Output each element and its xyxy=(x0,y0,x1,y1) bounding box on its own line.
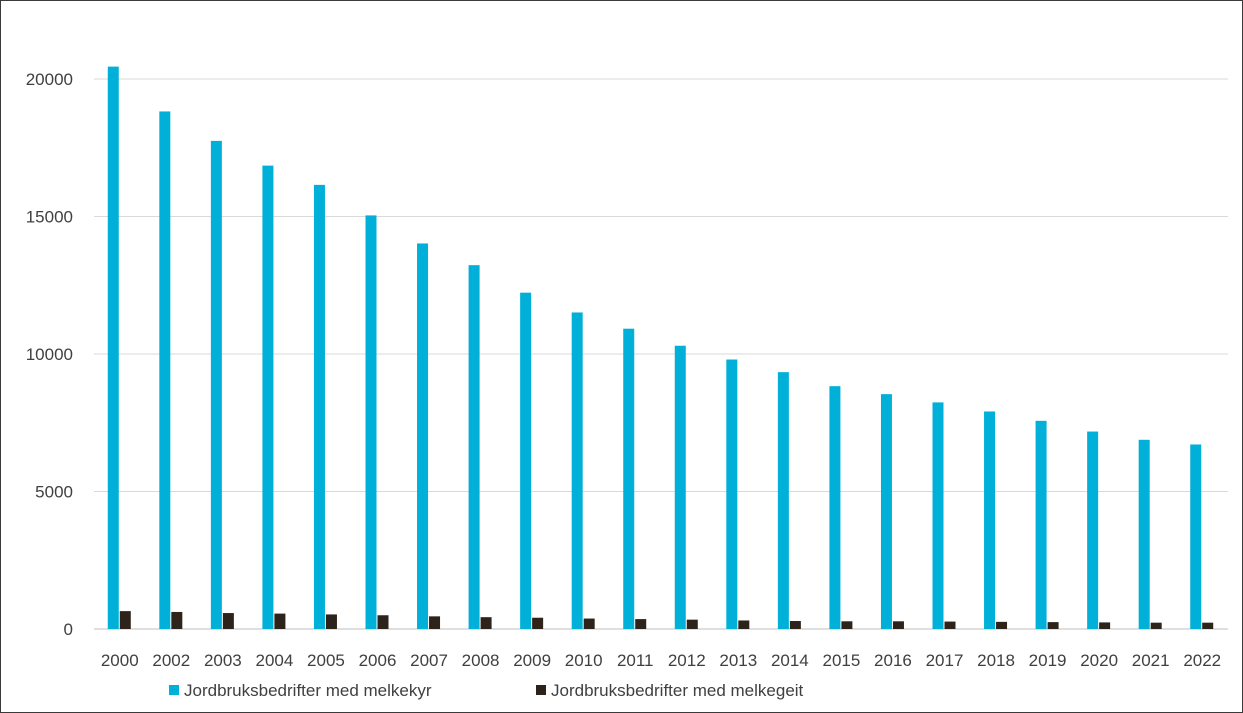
bar-cows xyxy=(932,402,944,629)
legend-label-cows: Jordbruksbedrifter med melkekyr xyxy=(184,681,432,700)
x-tick-label: 2017 xyxy=(926,651,964,670)
bar-goats xyxy=(944,621,956,629)
bar-cows xyxy=(829,386,841,629)
bar-cows xyxy=(520,292,532,629)
bar-goats xyxy=(171,611,183,629)
y-tick-label: 10000 xyxy=(26,345,73,364)
bar-cows xyxy=(777,372,789,629)
bar-cows xyxy=(726,359,738,629)
x-tick-label: 2007 xyxy=(410,651,448,670)
bar-cows xyxy=(1138,439,1150,629)
bar-goats xyxy=(222,613,234,629)
bar-goats xyxy=(1099,622,1111,629)
x-tick-label: 2018 xyxy=(977,651,1015,670)
bar-goats xyxy=(480,617,492,629)
y-tick-label: 20000 xyxy=(26,70,73,89)
x-tick-label: 2020 xyxy=(1080,651,1118,670)
bar-cows xyxy=(984,411,996,629)
bar-goats xyxy=(892,621,904,629)
legend-swatch-goats xyxy=(536,685,546,695)
x-tick-label: 2009 xyxy=(513,651,551,670)
bar-goats xyxy=(429,616,441,629)
bar-cows xyxy=(1087,431,1099,629)
x-tick-label: 2000 xyxy=(101,651,139,670)
bar-goats xyxy=(635,619,647,629)
y-tick-label: 15000 xyxy=(26,208,73,227)
x-tick-label: 2011 xyxy=(617,651,654,670)
bar-cows xyxy=(880,394,892,629)
x-tick-label: 2005 xyxy=(307,651,345,670)
x-axis-ticks: 2000 2002 2003 2004 2005 2006 2007 2008 2009 2010… xyxy=(101,651,1221,670)
legend-item-goats: Jordbruksbedrifter med melkegeit xyxy=(536,681,804,700)
bar-cows xyxy=(262,165,274,629)
legend-swatch-cows xyxy=(169,685,179,695)
bar-cows xyxy=(210,140,222,629)
x-tick-label: 2013 xyxy=(719,651,757,670)
bar-goats xyxy=(583,618,595,629)
bar-goats xyxy=(841,621,853,629)
bar-cows xyxy=(365,215,377,629)
bar-cows xyxy=(107,66,119,629)
x-tick-label: 2019 xyxy=(1029,651,1067,670)
x-tick-label: 2022 xyxy=(1183,651,1221,670)
legend-item-cows: Jordbruksbedrifter med melkekyr xyxy=(169,681,432,700)
bar-cows xyxy=(1190,444,1202,629)
x-tick-label: 2021 xyxy=(1132,651,1170,670)
bar-goats xyxy=(325,614,337,629)
bar-goats xyxy=(738,620,750,629)
y-tick-label: 5000 xyxy=(35,483,73,502)
x-tick-label: 2004 xyxy=(255,651,293,670)
bar-goats xyxy=(1047,622,1059,629)
bar-cows xyxy=(417,243,429,629)
x-tick-label: 2003 xyxy=(204,651,242,670)
bar-goats xyxy=(996,621,1008,629)
bar-goats xyxy=(119,611,131,629)
bar-cows xyxy=(674,345,686,629)
bar-cows xyxy=(159,111,171,629)
x-tick-label: 2010 xyxy=(565,651,603,670)
legend-label-goats: Jordbruksbedrifter med melkegeit xyxy=(551,681,804,700)
y-axis-ticks: 0 5000 10000 15000 20000 xyxy=(26,70,73,639)
bar-goats xyxy=(532,617,544,629)
x-tick-label: 2014 xyxy=(771,651,809,670)
bar-goats xyxy=(1150,622,1162,629)
bar-goats xyxy=(789,621,801,629)
bar-cows xyxy=(571,312,583,629)
x-tick-label: 2008 xyxy=(462,651,500,670)
x-tick-label: 2002 xyxy=(152,651,190,670)
x-tick-label: 2016 xyxy=(874,651,912,670)
bar-cows xyxy=(313,184,325,629)
bar-goats xyxy=(274,613,286,629)
y-tick-label: 0 xyxy=(64,620,73,639)
legend: Jordbruksbedrifter med melkekyr Jordbruk… xyxy=(169,681,804,700)
bar-cows xyxy=(1035,420,1047,629)
bars xyxy=(107,66,1214,629)
bar-goats xyxy=(1202,622,1214,629)
bar-goats xyxy=(377,615,389,629)
x-tick-label: 2015 xyxy=(822,651,860,670)
bar-cows xyxy=(623,328,635,629)
bar-cows xyxy=(468,265,480,629)
x-tick-label: 2012 xyxy=(668,651,706,670)
bar-goats xyxy=(686,619,698,629)
x-tick-label: 2006 xyxy=(359,651,397,670)
